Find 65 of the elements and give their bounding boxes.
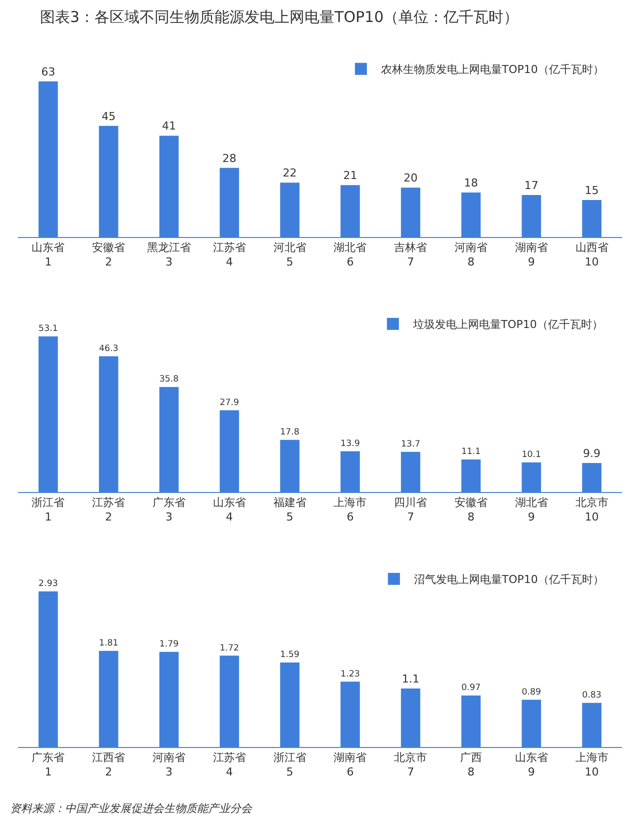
x-tick-label: 上海市 6 xyxy=(334,496,367,524)
x-tick-label: 广东省 3 xyxy=(152,496,186,524)
text: 资料来源：中国产业发展促进会生物质能产业分会 xyxy=(9,801,254,816)
x-tick-label: 福建省 5 xyxy=(273,496,306,524)
x-tick-label: 广东省 1 xyxy=(32,751,65,778)
data-label: 1.72 xyxy=(220,643,240,654)
data-label: 1.23 xyxy=(340,669,360,680)
data-label: 22 xyxy=(282,166,297,180)
data-label: 45 xyxy=(102,110,116,123)
x-tick-label: 江苏省 2 xyxy=(92,496,126,524)
x-tick-label: 四川省 7 xyxy=(394,496,428,524)
x-tick-label: 山东省 1 xyxy=(32,241,65,268)
x-tick-label: 浙江省 1 xyxy=(32,496,65,524)
data-label: 10.1 xyxy=(522,450,542,460)
x-tick-label: 湖南省 9 xyxy=(514,241,548,268)
data-label: 53.1 xyxy=(38,324,58,334)
x-tick-label: 湖北省 9 xyxy=(514,496,548,524)
x-tick-label: 江苏省 4 xyxy=(212,241,246,268)
x-tick-label: 上海市 10 xyxy=(575,751,608,778)
data-label: 41 xyxy=(162,120,176,133)
x-tick-label: 广西 8 xyxy=(460,751,482,778)
data-label: 1.81 xyxy=(98,638,118,648)
x-tick-label: 吉林省 7 xyxy=(394,241,428,268)
data-label: 13.9 xyxy=(340,438,360,449)
x-tick-label: 黑龙江省 3 xyxy=(147,241,191,268)
x-tick-label: 安徽省 8 xyxy=(454,496,488,524)
data-label: 1.59 xyxy=(280,650,300,660)
data-label: 46.3 xyxy=(98,344,118,354)
legend-label: 农林生物质发电上网电量TOP10（亿千瓦时） xyxy=(380,63,604,76)
x-tick-label: 湖南省 6 xyxy=(334,751,367,778)
data-label: 0.97 xyxy=(461,683,481,694)
x-tick-label: 北京市 10 xyxy=(575,496,608,524)
data-label: 17.8 xyxy=(280,427,300,438)
data-label: 0.89 xyxy=(522,687,542,698)
x-tick-label: 河南省 8 xyxy=(454,241,488,268)
data-label: 35.8 xyxy=(159,374,179,385)
chart-title: 图表3：各区域不同生物质能源发电上网电量TOP10（单位：亿千瓦时） xyxy=(39,7,520,28)
x-tick-label: 山东省 4 xyxy=(212,496,246,524)
data-label: 1.1 xyxy=(402,672,420,686)
data-label: 1.79 xyxy=(159,640,179,650)
x-tick-label: 江西省 2 xyxy=(92,751,126,778)
x-tick-label: 北京市 7 xyxy=(394,751,428,778)
data-label: 28 xyxy=(222,152,236,165)
x-tick-label: 江苏省 4 xyxy=(212,751,246,778)
x-tick-label: 山东省 9 xyxy=(514,751,548,778)
data-label: 11.1 xyxy=(461,447,481,458)
data-label: 21 xyxy=(343,169,358,182)
x-tick-label: 河南省 3 xyxy=(152,751,186,778)
data-label: 17 xyxy=(524,179,538,192)
data-label: 18 xyxy=(464,176,478,190)
data-label: 2.93 xyxy=(38,578,58,589)
data-label: 13.7 xyxy=(400,439,420,450)
data-label: 9.9 xyxy=(583,446,601,460)
data-label: 27.9 xyxy=(220,398,240,408)
legend-label: 垃圾发电上网电量TOP10（亿千瓦时） xyxy=(412,318,603,332)
data-label: 0.83 xyxy=(582,690,602,701)
x-tick-label: 河北省 5 xyxy=(273,241,306,268)
legend-label: 沼气发电上网电量TOP10（亿千瓦时） xyxy=(414,573,604,586)
data-label: 63 xyxy=(41,65,56,78)
x-tick-label: 山西省 10 xyxy=(575,241,608,268)
data-label: 15 xyxy=(584,184,599,197)
x-tick-label: 湖北省 6 xyxy=(334,241,367,268)
x-tick-label: 浙江省 5 xyxy=(273,751,306,778)
x-tick-label: 安徽省 2 xyxy=(92,241,126,268)
data-label: 20 xyxy=(404,172,418,185)
